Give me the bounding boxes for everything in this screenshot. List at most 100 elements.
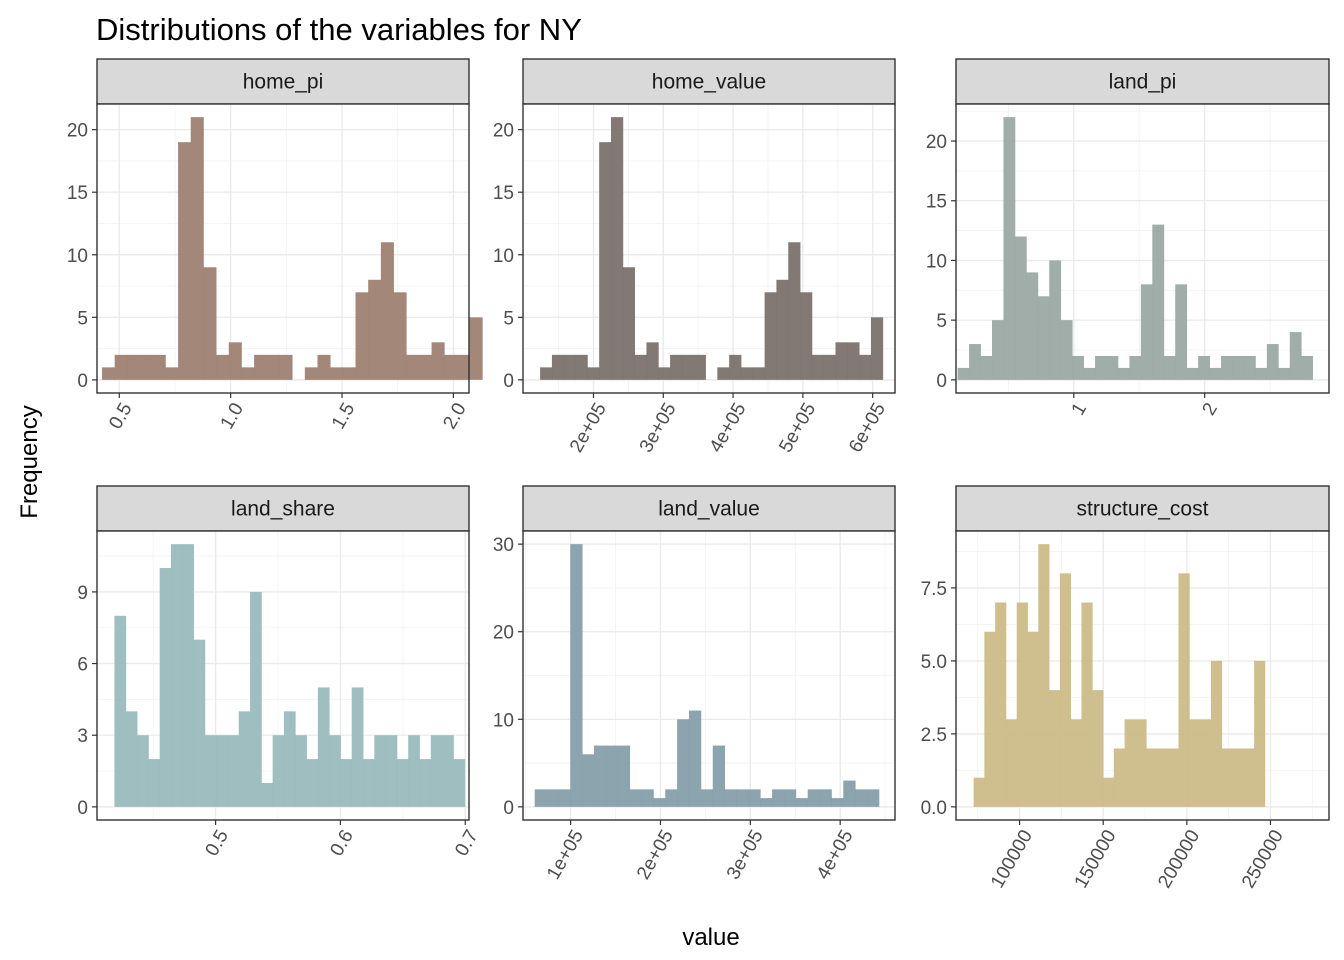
histogram-bar bbox=[717, 367, 730, 380]
histogram-bar bbox=[575, 354, 588, 380]
histogram-bar bbox=[1106, 355, 1119, 380]
histogram-bar bbox=[1301, 355, 1314, 380]
histogram-bar bbox=[570, 544, 583, 807]
histogram-bar bbox=[355, 292, 369, 380]
y-tick-label: 3 bbox=[77, 726, 88, 747]
histogram-bar bbox=[1081, 602, 1093, 807]
histogram-bar bbox=[396, 759, 409, 807]
histogram-bar bbox=[973, 777, 985, 807]
histogram-bar bbox=[261, 782, 274, 807]
histogram-bar bbox=[137, 735, 149, 807]
histogram-bar bbox=[558, 789, 571, 807]
histogram-bar bbox=[605, 745, 619, 807]
histogram-bar bbox=[800, 292, 813, 380]
histogram-bar bbox=[1103, 777, 1115, 807]
histogram-bar bbox=[688, 710, 702, 807]
histogram-bar bbox=[1210, 660, 1223, 807]
histogram-bar bbox=[418, 354, 432, 380]
histogram-bar bbox=[764, 292, 777, 380]
histogram-bar bbox=[340, 759, 353, 807]
histogram-bar bbox=[380, 242, 394, 380]
strip-background bbox=[955, 485, 1330, 532]
histogram-bar bbox=[1221, 748, 1233, 807]
histogram-bar bbox=[317, 354, 331, 380]
histogram-bar bbox=[227, 735, 240, 807]
histogram-bar bbox=[127, 354, 141, 380]
histogram-bar bbox=[193, 639, 206, 807]
histogram-bar bbox=[266, 354, 280, 380]
histogram-bar bbox=[748, 789, 761, 807]
histogram-bar bbox=[216, 735, 228, 807]
histogram-bar bbox=[1278, 367, 1291, 380]
histogram-bar bbox=[469, 317, 483, 380]
histogram-bar bbox=[788, 242, 801, 380]
histogram-bar bbox=[1014, 236, 1027, 380]
histogram-bar bbox=[724, 789, 737, 807]
histogram-bar bbox=[831, 798, 844, 807]
y-tick-label: 20 bbox=[493, 623, 514, 644]
histogram-bar bbox=[456, 354, 470, 380]
histogram-bar bbox=[859, 354, 872, 380]
histogram-bar bbox=[254, 354, 268, 380]
histogram-bar bbox=[419, 759, 432, 807]
histogram-bar bbox=[1038, 544, 1050, 807]
histogram-bar bbox=[776, 279, 789, 380]
y-tick-label: 0 bbox=[936, 371, 947, 392]
y-tick-label: 20 bbox=[67, 121, 88, 142]
panel-border bbox=[522, 103, 896, 394]
histogram-bar bbox=[444, 354, 458, 380]
histogram-bar bbox=[351, 687, 364, 807]
histogram-bar bbox=[712, 745, 725, 807]
y-tick-label: 7.5 bbox=[921, 579, 947, 600]
histogram-bar bbox=[190, 117, 204, 380]
histogram-bar bbox=[681, 354, 695, 380]
histogram-bar bbox=[1221, 355, 1233, 380]
strip-label: land_share bbox=[231, 498, 335, 521]
histogram-bar bbox=[1186, 367, 1199, 380]
histogram-bar bbox=[1232, 748, 1244, 807]
histogram-bar bbox=[1167, 748, 1179, 807]
histogram-bar bbox=[238, 711, 251, 807]
histogram-bar bbox=[159, 568, 172, 807]
strip-label: land_value bbox=[658, 498, 760, 521]
histogram-bar bbox=[729, 354, 742, 380]
histogram-bar bbox=[957, 367, 970, 380]
histogram-bar bbox=[534, 789, 547, 807]
panel-background bbox=[523, 104, 895, 393]
histogram-bar bbox=[114, 615, 127, 807]
y-tick-label: 2.5 bbox=[921, 725, 947, 746]
histogram-bar bbox=[272, 735, 285, 807]
histogram-bar bbox=[393, 292, 407, 380]
histogram-bar bbox=[152, 354, 166, 380]
histogram-bar bbox=[140, 354, 154, 380]
histogram-bar bbox=[330, 367, 344, 380]
histogram-bar bbox=[1198, 355, 1210, 380]
histogram-bar bbox=[1140, 284, 1153, 380]
histogram-bar bbox=[114, 354, 128, 380]
histogram-bar bbox=[629, 789, 642, 807]
strip-background bbox=[522, 58, 896, 105]
histogram-bar bbox=[823, 354, 836, 380]
histogram-bar bbox=[991, 320, 1004, 380]
histogram-bar bbox=[1255, 367, 1268, 380]
histogram-bar bbox=[677, 719, 690, 807]
y-tick-label: 9 bbox=[77, 583, 88, 604]
histogram-bar bbox=[807, 789, 820, 807]
y-tick-label: 0 bbox=[503, 798, 514, 819]
y-axis-title: Frequency bbox=[16, 405, 43, 518]
histogram-bar bbox=[148, 759, 161, 807]
histogram-bar bbox=[795, 798, 809, 807]
histogram-bar bbox=[670, 354, 683, 380]
histogram-bar bbox=[1135, 719, 1147, 807]
histogram-bar bbox=[980, 355, 993, 380]
y-tick-label: 5.0 bbox=[921, 652, 947, 673]
histogram-bar bbox=[178, 142, 192, 380]
y-tick-label: 5 bbox=[503, 308, 514, 329]
histogram-bar bbox=[1027, 631, 1039, 807]
histogram-bar bbox=[665, 789, 678, 807]
histogram-bar bbox=[634, 354, 647, 380]
histogram-bar bbox=[228, 342, 242, 380]
y-tick-label: 20 bbox=[926, 132, 947, 153]
